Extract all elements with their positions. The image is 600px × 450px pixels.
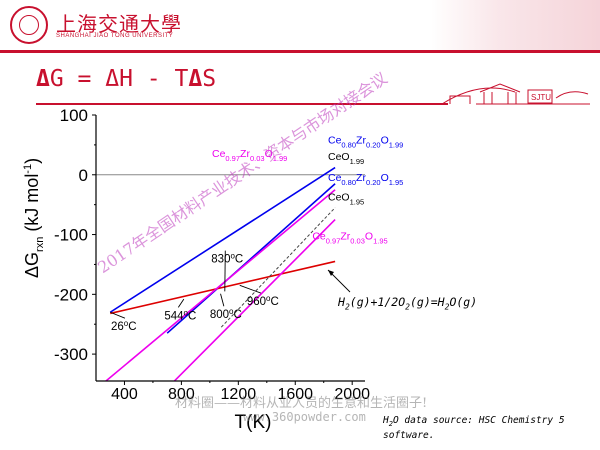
reaction-equation: H2(g)+1/2O2(g)=H2O(g) <box>338 295 478 312</box>
title-part-s: S <box>202 66 217 92</box>
annotation-arrow-4 <box>239 284 262 294</box>
x-tick-label-4: 2000 <box>334 386 370 403</box>
series-label-4: CeO1.95 <box>328 191 364 206</box>
series-label-part: 1.95 <box>373 236 388 245</box>
series-label-part: O <box>381 172 389 184</box>
title-delta-h: Δ <box>105 66 120 92</box>
series-line-1 <box>166 183 336 334</box>
annotation-arrow-2 <box>220 293 225 307</box>
watermark-line1: 材料圈——材料从业人员的生意和生活圈子! <box>175 396 428 411</box>
temp-annotation-1: 544oC <box>164 308 196 322</box>
header-divider <box>0 50 600 53</box>
slide-title: ΔG = ΔH - TΔS <box>36 66 216 92</box>
series-label-part: Zr <box>240 148 250 160</box>
data-source-note: H2O data source: HSC Chemistry 5 softwar… <box>383 415 565 441</box>
series-label-0: Ce0.97Zr0.03O1.99 <box>212 148 287 163</box>
chart-axes <box>95 115 365 382</box>
title-part-h: H - T <box>119 66 189 92</box>
x-tick-label-2: 1200 <box>221 386 257 403</box>
series-label-part: 0.03 <box>250 154 265 163</box>
x-axis-label: T(K) <box>235 412 272 433</box>
series-label-part: 0.80 <box>341 178 356 187</box>
sjtu-mark: SJTU <box>531 93 551 102</box>
title-delta-g: Δ <box>36 66 50 92</box>
series-label-part: 1.95 <box>350 197 365 206</box>
series-label-part: 1.99 <box>389 141 404 150</box>
header-bar: 上海交通大學 SHANGHAI JIAO TONG UNIVERSITY <box>0 0 600 50</box>
series-label-part: O <box>265 148 273 160</box>
series-label-part: 0.97 <box>326 236 341 245</box>
series-label-part: Ce <box>328 135 342 147</box>
annotation-arrow-1 <box>177 298 185 308</box>
title-delta-s: Δ <box>188 66 203 92</box>
series-label-part: 1.95 <box>389 178 404 187</box>
y-tick-label-2: -100 <box>54 226 88 245</box>
series-line-0 <box>109 166 336 313</box>
header-decor-band <box>430 0 600 50</box>
series-line-5 <box>220 207 336 328</box>
plot-lines <box>96 166 365 381</box>
series-label-part: 0.03 <box>350 236 365 245</box>
series-label-part: CeO <box>328 191 350 203</box>
series-line-2 <box>110 260 336 315</box>
series-label-part: 0.20 <box>366 178 381 187</box>
temp-annotation-4: 960oC <box>247 294 279 308</box>
series-label-part: Zr <box>356 135 366 147</box>
y-tick-label-3: -200 <box>54 285 88 304</box>
y-tick-label-0: 100 <box>60 106 88 125</box>
series-line-3 <box>105 189 336 381</box>
series-label-part: Ce <box>212 148 226 160</box>
series-label-part: O <box>365 230 373 242</box>
x-tick-label-0: 400 <box>111 386 138 403</box>
series-label-part: 0.97 <box>225 154 240 163</box>
y-axis-label: ΔGrxn (kJ mol-1) <box>22 158 46 278</box>
series-label-1: Ce0.80Zr0.20O1.99 <box>328 135 403 150</box>
logo-inner-ring <box>19 15 39 35</box>
chart-labels: Ce0.97Zr0.03O1.99Ce0.80Zr0.20O1.99CeO1.9… <box>110 135 403 333</box>
series-label-part: CeO <box>328 151 350 163</box>
title-part-g: G = <box>49 66 106 92</box>
series-label-part: 1.99 <box>273 154 288 163</box>
series-line-4 <box>173 219 336 381</box>
campus-gate-sketch: SJTU <box>441 83 590 105</box>
series-label-2: CeO1.99 <box>328 151 364 166</box>
university-name-cn: 上海交通大學 <box>56 12 182 36</box>
reaction-arrowhead <box>328 270 334 276</box>
temp-annotation-3: 830oC <box>211 252 243 266</box>
series-label-part: O <box>381 135 389 147</box>
x-tick-label-1: 800 <box>168 386 195 403</box>
series-label-3: Ce0.80Zr0.20O1.95 <box>328 172 403 187</box>
watermark-url: www.360powder.com <box>243 410 366 424</box>
series-label-part: 1.99 <box>350 157 365 166</box>
university-name-en: SHANGHAI JIAO TONG UNIVERSITY <box>56 33 174 39</box>
series-label-part: Zr <box>340 230 350 242</box>
temp-annotation-2: 800oC <box>210 307 242 321</box>
series-label-part: Ce <box>328 172 342 184</box>
x-tick-label-3: 1600 <box>277 386 313 403</box>
series-label-part: 0.80 <box>341 141 356 150</box>
series-label-part: 0.20 <box>366 141 381 150</box>
temp-annotation-0: 26oC <box>111 319 137 333</box>
y-tick-label-4: -300 <box>54 345 88 364</box>
chart-ticks: 100 0 -100 -200 -300 400 800 1200 1600 2000 <box>54 106 370 403</box>
series-label-part: Ce <box>312 230 326 242</box>
series-label-5: Ce0.97Zr0.03O1.95 <box>312 230 387 245</box>
university-logo <box>10 6 48 44</box>
y-tick-label-1: 0 <box>79 166 88 185</box>
annotation-arrow-0 <box>110 311 126 319</box>
title-underline <box>36 103 448 105</box>
series-label-part: Zr <box>356 172 366 184</box>
